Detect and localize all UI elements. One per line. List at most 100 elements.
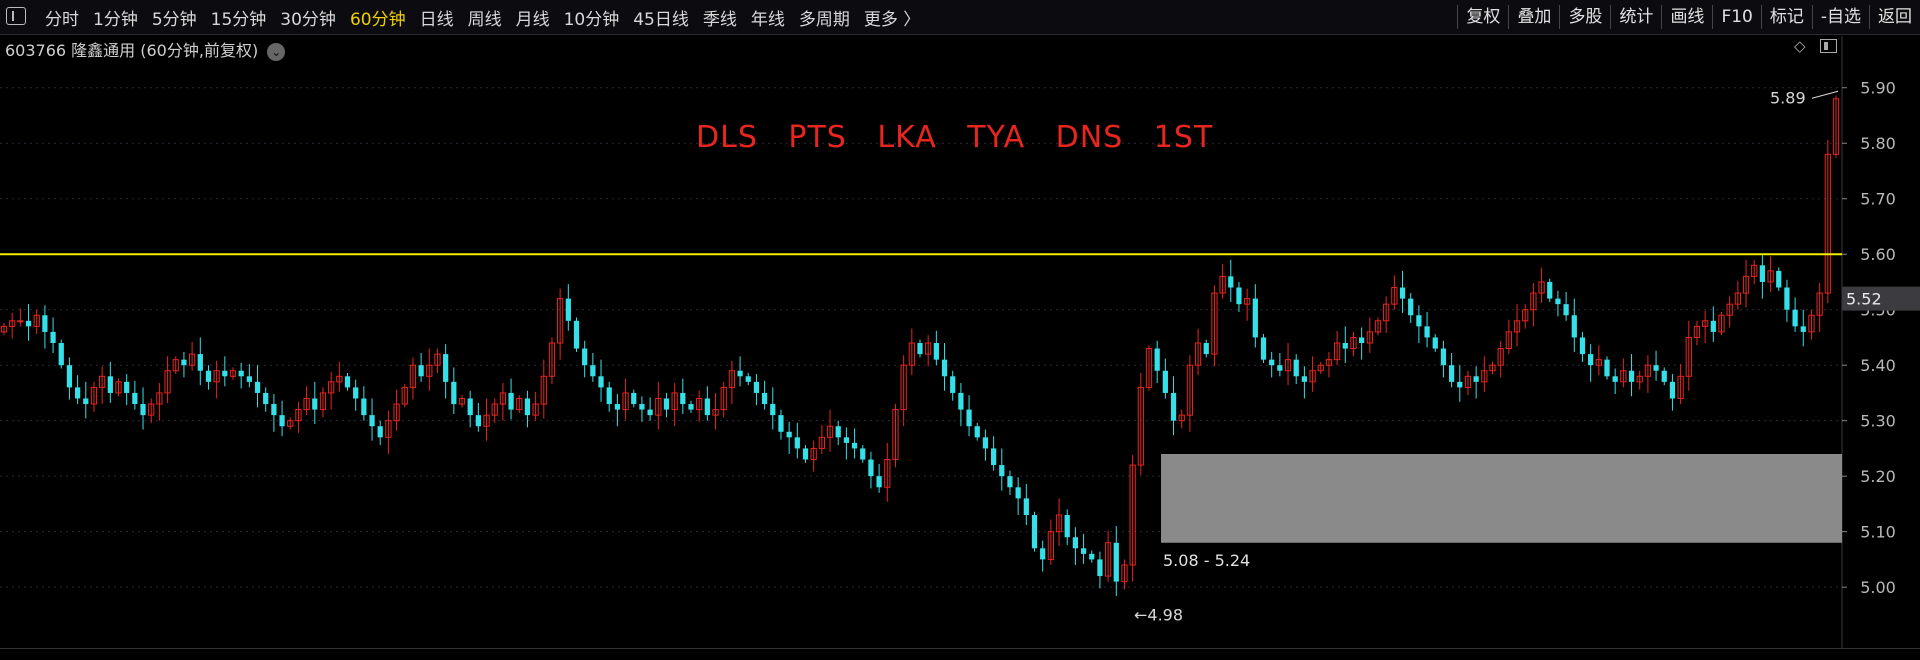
chevron-down-icon[interactable]: ⌄ [267,42,286,61]
diamond-icon[interactable]: ◇ [1794,37,1806,55]
candle-body-217 [1776,270,1782,288]
candle-body-155 [1269,359,1275,366]
candle-body-171 [1399,287,1406,299]
candle-body-167 [1366,331,1373,344]
tool-button-7[interactable]: -自选 [1811,5,1869,29]
candle-body-47 [385,420,392,438]
candle-body-184 [1505,331,1512,350]
candle-body-117 [958,392,964,410]
candle-body-178 [1457,381,1463,388]
period-tab-1[interactable]: 1分钟 [93,9,138,30]
candle-body-101 [826,425,834,438]
candle-body-199 [1628,370,1635,382]
tool-button-3[interactable]: 统计 [1610,5,1661,29]
candlestick-chart[interactable]: 5.905.805.705.605.505.405.305.205.105.00… [0,36,1920,648]
candle-body-43 [353,387,359,399]
candle-body-161 [1317,364,1324,372]
candle-body-9 [74,387,81,399]
candle-body-90 [737,370,743,377]
candle-body-22 [181,359,187,366]
period-tab-2[interactable]: 5分钟 [151,9,197,30]
candle-body-114 [933,343,939,360]
candle-body-222 [1816,292,1823,316]
candle-body-205 [1677,375,1684,399]
candle-body-193 [1579,337,1586,355]
period-tab-13[interactable]: 多周期 [798,9,850,30]
y-tick-label-9: 5.00 [1860,578,1896,597]
candle-body-32 [263,392,269,405]
layout-toggle-icon[interactable] [6,7,26,25]
tool-button-0[interactable]: 复权 [1457,5,1508,29]
period-tab-10[interactable]: 45日线 [633,9,689,30]
period-tab-4[interactable]: 30分钟 [280,9,336,30]
candle-body-34 [279,415,285,427]
candle-body-44 [361,398,367,416]
period-tab-3[interactable]: 15分钟 [210,9,267,30]
candle-body-104 [851,442,858,449]
candle-body-15 [124,381,130,393]
candle-body-189 [1547,281,1553,299]
period-toolbar: 分时 1分钟 5分钟 15分钟 30分钟 60分钟 日线 周线 月线 10分钟 45日线 季线 年线 多周… [0,0,1920,35]
candle-body-97 [794,437,800,449]
candle-body-3 [25,320,32,327]
candle-body-0 [0,325,8,333]
candle-body-181 [1481,370,1488,383]
y-tick-label-7: 5.20 [1860,467,1896,486]
candle-body-13 [107,376,113,393]
candle-body-136 [1113,542,1119,582]
period-tab-11[interactable]: 季线 [702,9,737,30]
tool-button-6[interactable]: 标记 [1760,5,1812,29]
panel-toggle-icon[interactable] [1820,39,1837,53]
tool-buttons: 复权 叠加 多股 统计 画线 F10 标记 -自选 返回 [1457,0,1920,34]
candle-body-169 [1383,303,1390,322]
candle-body-88 [720,386,727,411]
candle-body-129 [1055,514,1063,533]
candle-body-126 [1031,515,1038,549]
candle-body-177 [1448,365,1455,382]
candle-body-28 [229,370,237,377]
period-tab-8[interactable]: 月线 [515,9,550,30]
candle-body-81 [663,398,670,410]
candle-body-64 [524,398,531,416]
period-tab-6[interactable]: 日线 [419,9,454,30]
tool-button-5[interactable]: F10 [1712,5,1760,29]
tool-button-4[interactable]: 画线 [1661,5,1712,29]
candle-body-4 [33,314,40,327]
candle-body-211 [1726,303,1733,316]
period-tab-14[interactable]: 更多 〉 [863,9,921,30]
tool-button-1[interactable]: 叠加 [1508,5,1559,29]
period-tab-7[interactable]: 周线 [467,9,502,30]
candle-body-116 [950,376,956,393]
candle-body-187 [1530,292,1537,311]
candle-body-206 [1685,336,1692,377]
candle-body-71 [582,348,588,366]
candle-body-109 [892,409,899,461]
candle-body-6 [50,331,56,343]
candle-body-35 [287,420,294,427]
candle-body-152 [1244,298,1251,305]
candle-body-17 [140,404,146,416]
candle-body-140 [1145,348,1153,388]
candle-body-201 [1644,364,1652,377]
candle-body-141 [1154,348,1160,371]
candle-body-192 [1571,315,1577,338]
candle-body-148 [1211,292,1218,355]
candle-body-176 [1440,348,1447,366]
candle-body-124 [1015,487,1021,499]
candle-body-113 [925,342,932,355]
candle-body-191 [1563,304,1569,316]
candle-body-83 [680,392,686,405]
tool-button-8[interactable]: 返回 [1869,5,1920,29]
candle-body-188 [1538,281,1545,294]
y-tick-label-6: 5.30 [1860,412,1896,431]
period-tab-5[interactable]: 60分钟 [349,9,406,30]
tool-button-2[interactable]: 多股 [1559,5,1610,29]
period-tab-12[interactable]: 年线 [750,9,785,30]
candle-body-53 [434,353,441,366]
candle-body-156 [1277,365,1283,371]
candle-body-24 [197,354,203,371]
candle-body-157 [1284,359,1292,372]
current-price-badge [1842,286,1920,311]
period-tab-0[interactable]: 分时 [45,9,79,30]
period-tab-9[interactable]: 10分钟 [563,9,620,30]
